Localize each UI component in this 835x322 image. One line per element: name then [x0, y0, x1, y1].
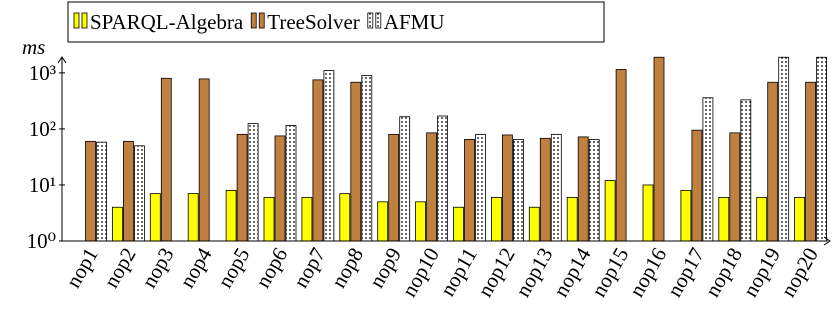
bar: [274, 135, 286, 242]
y-axis-label: ms: [22, 35, 45, 59]
legend: [67, 1, 605, 43]
bar: [263, 196, 275, 242]
bar: [615, 69, 627, 242]
bar: [805, 81, 816, 242]
bar: [149, 193, 161, 242]
bar: [377, 201, 389, 242]
x-tick-label: nop4: [175, 243, 217, 292]
bar: [490, 196, 502, 242]
bar: [691, 129, 703, 242]
bar: [464, 138, 475, 242]
x-tick-label: nop11: [435, 244, 482, 301]
bar: [96, 141, 107, 242]
x-tick-label: nop10: [397, 244, 444, 301]
bar: [187, 193, 199, 242]
bar: [312, 79, 324, 242]
legend-swatch: [81, 12, 88, 29]
x-tick-label: nop5: [213, 244, 255, 292]
bar: [513, 138, 524, 242]
bar: [301, 196, 313, 242]
x-tick-label: nop1: [61, 244, 103, 292]
x-tick-label: nop16: [624, 244, 671, 301]
x-tick-label: nop7: [288, 244, 330, 292]
legend-label: TreeSolver: [267, 10, 360, 34]
bar: [794, 196, 805, 242]
bar: [426, 132, 438, 242]
y-tick-label: 10¹: [29, 173, 56, 197]
x-tick-label: nop6: [251, 244, 293, 292]
bar: [198, 78, 210, 242]
bar: [388, 133, 400, 242]
legend-swatch: [73, 12, 80, 29]
bar: [702, 97, 714, 242]
bar: [528, 206, 540, 242]
y-tick-label: 10³: [29, 61, 56, 85]
x-tick-label: nop20: [776, 244, 823, 301]
bar: [339, 193, 351, 242]
x-tick-label: nop15: [586, 244, 633, 301]
legend-swatch: [367, 12, 374, 29]
bar: [740, 99, 752, 242]
bar: [653, 56, 665, 242]
bar: [247, 123, 259, 242]
bar: [350, 81, 362, 242]
legend-swatch: [375, 12, 382, 29]
bar: [399, 116, 411, 242]
bar: [285, 125, 297, 242]
x-tick-label: nop3: [137, 244, 179, 292]
x-tick-label: nop13: [511, 244, 558, 301]
bar: [756, 196, 768, 242]
bar: [604, 180, 616, 242]
bar: [729, 132, 741, 242]
bar: [236, 133, 248, 242]
x-tick-label: nop12: [473, 244, 520, 301]
bar: [718, 196, 730, 242]
y-tick-label: 10⁰: [27, 229, 56, 253]
bar: [112, 206, 123, 242]
bar: [323, 70, 335, 242]
x-axis-arrow: [823, 236, 831, 246]
plot: [85, 56, 827, 242]
bar: [550, 133, 562, 242]
legend-label: AFMU: [384, 10, 445, 34]
legend-label: SPARQL-Algebra: [90, 10, 244, 34]
bar: [160, 77, 172, 242]
x-tick-label: nop18: [700, 244, 747, 301]
bar: [415, 201, 427, 242]
legend-swatch: [258, 12, 265, 29]
bar: [225, 189, 237, 242]
bar: [475, 133, 486, 242]
bar: [577, 136, 589, 242]
y-axis-arrow: [57, 56, 67, 64]
legend-swatch: [250, 12, 257, 29]
bar: [453, 206, 464, 242]
bar: [123, 140, 134, 242]
bar: [816, 56, 827, 242]
y-tick-label: 10²: [29, 117, 56, 141]
x-tick-label: nop17: [662, 244, 709, 301]
x-tick-label: nop2: [99, 244, 141, 292]
bar: [539, 137, 551, 242]
bar: [588, 138, 600, 242]
bar: [767, 81, 779, 242]
x-tick-label: nop14: [548, 243, 595, 301]
bar: [501, 134, 513, 242]
bar: [680, 189, 692, 242]
bar: [133, 145, 145, 242]
x-tick-label: nop8: [326, 244, 368, 292]
bar: [642, 184, 654, 242]
bar: [778, 56, 790, 242]
bar: [361, 75, 373, 242]
bar: [85, 140, 96, 242]
bar: [437, 115, 449, 242]
x-tick-label: nop19: [738, 244, 785, 301]
bar: [566, 196, 578, 242]
